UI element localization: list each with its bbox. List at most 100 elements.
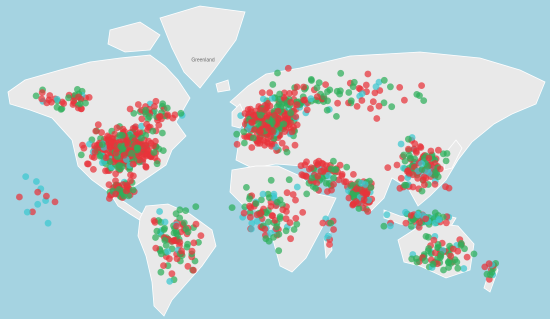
location-dot (383, 211, 391, 219)
location-dot (34, 200, 42, 208)
location-dot (129, 124, 137, 132)
location-dot (268, 94, 276, 102)
location-dot (248, 144, 256, 151)
location-dot (418, 166, 426, 173)
location-dot (402, 219, 410, 227)
location-dot (182, 207, 190, 215)
location-dot (253, 218, 261, 225)
location-dot (303, 106, 311, 114)
location-dot (251, 126, 258, 134)
location-dot (274, 69, 281, 77)
location-dot (151, 218, 159, 226)
location-dot (129, 186, 137, 194)
location-dot (43, 99, 51, 107)
location-dot (413, 91, 421, 98)
location-dot (94, 121, 102, 129)
location-dot (86, 140, 93, 148)
location-dot (282, 227, 290, 235)
location-dot (77, 151, 85, 159)
location-dot (112, 190, 120, 198)
location-dot (257, 111, 264, 119)
location-dot (82, 99, 89, 107)
location-dot (292, 196, 299, 204)
location-dot (278, 139, 286, 147)
location-dot (138, 134, 145, 142)
location-dot (282, 215, 290, 223)
location-dot (384, 164, 392, 172)
location-dot (150, 149, 158, 156)
location-dot (341, 178, 348, 186)
location-dot (257, 210, 264, 218)
location-dot (369, 98, 377, 106)
location-dot (291, 141, 299, 149)
greenland (159, 5, 246, 89)
location-dot (330, 181, 337, 188)
location-dot (159, 100, 167, 108)
location-dot (485, 260, 493, 268)
dots (16, 64, 500, 285)
location-dot (184, 262, 192, 270)
location-dot (278, 101, 286, 108)
location-dot (443, 219, 450, 227)
location-dot (149, 127, 157, 135)
location-dot (256, 127, 264, 135)
location-dot (409, 171, 417, 179)
place-label: Greenland (191, 57, 215, 63)
location-dot (276, 215, 284, 222)
location-dot (437, 251, 445, 258)
location-dot (279, 206, 287, 214)
location-dot (281, 128, 289, 136)
location-dot (264, 112, 271, 120)
location-dot (268, 119, 276, 126)
location-dot (425, 245, 433, 252)
location-dot (99, 141, 106, 148)
location-dot (190, 239, 198, 247)
location-dot (293, 220, 301, 228)
location-dot (418, 160, 425, 168)
location-dot (261, 141, 269, 149)
location-dot (285, 176, 293, 184)
location-dot (488, 269, 496, 276)
location-dot (380, 76, 388, 84)
location-dot (453, 258, 461, 266)
location-dot (152, 97, 160, 105)
location-dot (327, 219, 335, 227)
location-dot (283, 148, 291, 156)
location-dot (293, 83, 301, 91)
location-dot (324, 97, 331, 105)
location-dot (276, 90, 283, 98)
location-dot (416, 219, 423, 227)
location-dot (197, 232, 205, 240)
location-dot (102, 167, 109, 175)
location-dot (38, 89, 46, 96)
location-dot (300, 83, 307, 91)
location-dot (360, 196, 368, 203)
location-dot (400, 151, 408, 159)
location-dot (75, 93, 82, 101)
location-dot (267, 176, 275, 184)
location-dot (319, 219, 327, 227)
location-dot (192, 203, 200, 211)
location-dot (233, 130, 241, 138)
location-dot (330, 157, 337, 165)
location-dot (307, 164, 315, 172)
location-dot (412, 147, 420, 155)
location-dot (106, 195, 113, 202)
location-dot (274, 107, 282, 115)
location-dot (442, 157, 450, 165)
location-dot (262, 235, 270, 243)
location-dot (454, 264, 462, 272)
location-dot (424, 162, 431, 170)
location-dot (425, 154, 433, 162)
location-dot (387, 83, 394, 91)
location-dot (317, 167, 325, 175)
location-dot (157, 113, 164, 120)
location-dot (33, 178, 40, 185)
location-dot (284, 64, 292, 72)
location-dot (287, 235, 294, 243)
location-dot (315, 79, 323, 86)
location-dot (176, 239, 184, 246)
location-dot (408, 222, 415, 230)
location-dot (355, 84, 363, 92)
location-dot (240, 209, 248, 217)
